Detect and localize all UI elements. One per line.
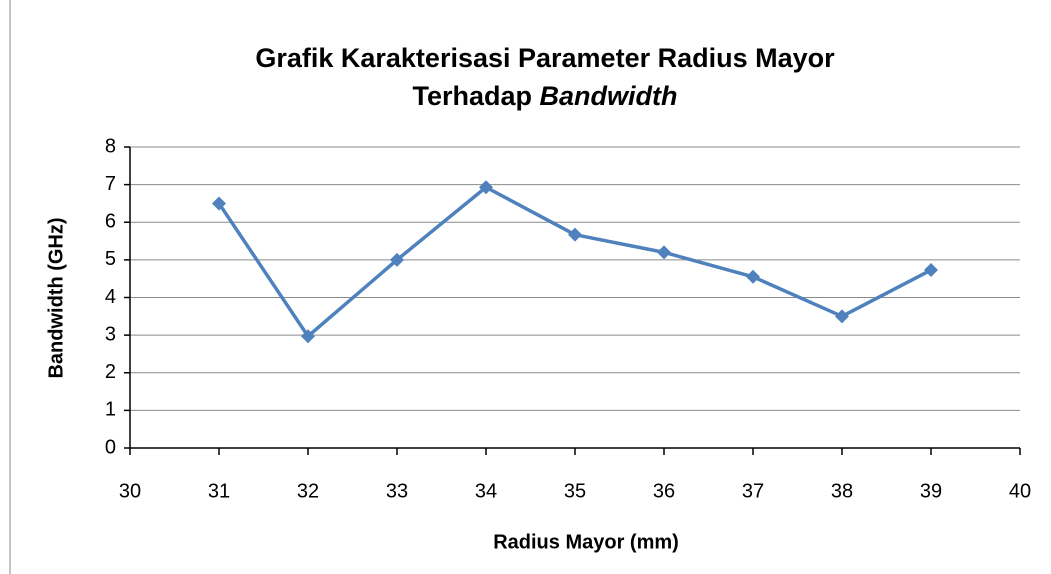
x-tick-label: 38 [831, 480, 853, 502]
y-tick-label: 4 [105, 286, 116, 308]
data-point [746, 269, 760, 284]
x-tick-label: 35 [564, 480, 586, 502]
data-line [217, 185, 932, 339]
data-point [924, 263, 938, 278]
y-tick-label: 8 [105, 135, 116, 157]
y-axis-title: Bandwidth (GHz) [45, 217, 67, 378]
title-emphasis: Bandwidth [540, 81, 678, 111]
title-text: Terhadap [412, 81, 532, 111]
x-tick-label: 36 [653, 480, 675, 502]
x-tick-label: 37 [742, 480, 764, 502]
chart-title: Grafik Karakterisasi Parameter Radius Ma… [255, 43, 835, 73]
data-point [301, 329, 315, 344]
y-tick-label: 6 [105, 211, 116, 233]
x-axis-title: Radius Mayor (mm) [493, 531, 679, 553]
y-tick-label: 1 [105, 399, 116, 421]
x-tick-label: 31 [208, 480, 230, 502]
y-tick-label: 2 [105, 361, 116, 383]
y-tick-label: 3 [105, 323, 116, 345]
data-point [835, 309, 849, 324]
y-tick-label: 5 [105, 248, 116, 270]
data-point [212, 196, 226, 211]
x-tick-label: 32 [297, 480, 319, 502]
x-tick-label: 33 [386, 480, 408, 502]
data-point [657, 245, 671, 260]
data-point [479, 180, 493, 195]
chart-title-line2: Terhadap Bandwidth [412, 81, 677, 111]
data-point [568, 227, 582, 242]
data-point [390, 252, 404, 267]
x-tick-label: 39 [920, 480, 942, 502]
y-tick-label: 7 [105, 173, 116, 195]
x-tick-label: 30 [119, 480, 141, 502]
y-tick-label: 0 [105, 436, 116, 458]
x-tick-label: 34 [475, 480, 497, 502]
x-tick-label: 40 [1009, 480, 1031, 502]
